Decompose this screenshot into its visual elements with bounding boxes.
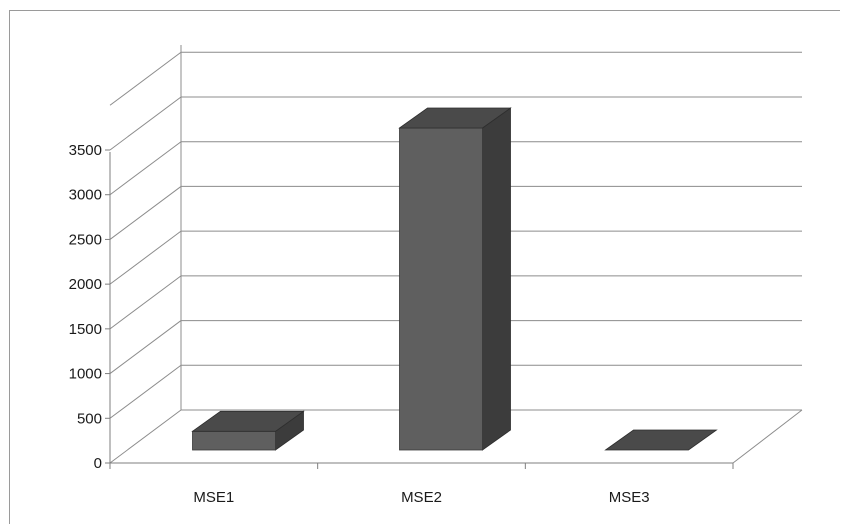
bar-front-face — [192, 430, 276, 451]
y-axis-tick-labels: 0 500 1000 1500 2000 2500 3000 3500 — [69, 142, 102, 472]
axes — [105, 149, 734, 469]
bar-side-face — [482, 107, 511, 451]
y-tick-label: 2500 — [69, 231, 102, 248]
bar-mse3 — [604, 429, 718, 451]
side-gridline — [109, 141, 182, 196]
bar-top-face — [191, 410, 305, 432]
side-gridline — [109, 96, 182, 151]
chart-walls — [180, 45, 803, 464]
y-tick-label: 0 — [94, 455, 102, 472]
side-gridline — [109, 409, 182, 464]
bar-top-face — [398, 107, 512, 129]
y-tick-label: 3000 — [69, 187, 102, 204]
side-gridline — [109, 186, 182, 240]
bar-front-face — [399, 127, 483, 451]
y-tick-label: 3500 — [69, 142, 102, 159]
bar-mse2 — [398, 107, 512, 451]
x-category-label: MSE2 — [401, 489, 442, 506]
x-category-label: MSE1 — [193, 489, 234, 506]
x-axis-category-labels: MSE1 MSE2 MSE3 — [193, 489, 649, 506]
side-gridline — [109, 364, 182, 419]
y-tick-label: 500 — [77, 410, 102, 427]
bars — [191, 107, 718, 451]
y-tick-label: 1500 — [69, 321, 102, 338]
floor-right-edge — [732, 409, 803, 464]
y-tick-label: 2000 — [69, 276, 102, 293]
side-gridline — [109, 230, 182, 285]
side-gridline — [109, 275, 182, 330]
x-category-label: MSE3 — [609, 489, 650, 506]
side-gridline — [109, 320, 182, 374]
y-tick-label: 1000 — [69, 366, 102, 383]
side-gridline — [109, 51, 182, 106]
bar-top-face — [604, 429, 718, 451]
bar-mse1 — [191, 410, 305, 451]
